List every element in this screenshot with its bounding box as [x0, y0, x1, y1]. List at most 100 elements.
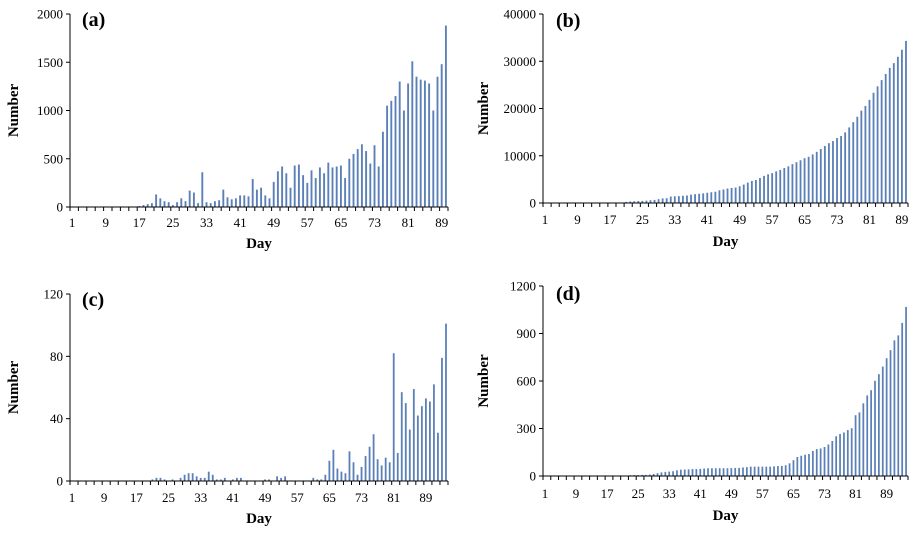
x-tick-label: 9	[574, 212, 581, 227]
bar	[372, 434, 375, 481]
bar	[251, 179, 254, 207]
x-tick-label: 65	[787, 486, 800, 501]
bar	[745, 467, 748, 476]
bar	[661, 198, 664, 203]
bar	[402, 110, 405, 207]
x-tick-label: 73	[831, 212, 844, 227]
bar	[885, 358, 888, 476]
bar	[897, 335, 900, 476]
bar	[324, 474, 327, 481]
bar	[695, 469, 698, 476]
bar	[408, 429, 411, 481]
chart-panel-0: 0 500 1000 1500 2000 1 9 17 25 33 41 49 57 65 73 81 89 Da…	[6, 7, 449, 252]
bar	[795, 162, 798, 203]
bar	[289, 187, 292, 207]
bar	[645, 474, 647, 476]
bar	[398, 81, 401, 207]
x-tick-label: 33	[663, 486, 676, 501]
bar	[268, 198, 271, 207]
bar	[858, 412, 861, 476]
y-tick-label: 1500	[37, 55, 63, 70]
bar	[757, 466, 760, 476]
bar	[703, 468, 706, 476]
bar	[239, 195, 242, 207]
bar	[653, 199, 656, 203]
bar	[155, 194, 158, 207]
y-axis-label: Number	[476, 81, 492, 135]
bar	[197, 203, 200, 207]
bar	[243, 195, 246, 207]
bar	[868, 99, 871, 203]
bar	[436, 76, 439, 207]
bar	[411, 61, 414, 207]
x-tick-label: 25	[162, 490, 175, 505]
bar	[183, 474, 186, 481]
x-tick-label: 81	[387, 490, 400, 505]
bar	[195, 476, 198, 481]
panel-label: (b)	[556, 10, 580, 32]
bar	[247, 196, 250, 207]
bar	[184, 201, 187, 207]
bar	[753, 466, 756, 476]
bar	[864, 105, 867, 203]
panel-label: (c)	[82, 289, 104, 311]
bar	[742, 467, 744, 476]
bar	[831, 441, 834, 476]
bar	[364, 456, 367, 481]
bar	[167, 202, 170, 207]
panel-label: (d)	[556, 283, 580, 305]
bar	[264, 479, 266, 481]
bar	[407, 83, 410, 207]
bar	[365, 151, 368, 207]
bar	[846, 430, 849, 476]
y-tick-label: 0	[530, 196, 537, 211]
y-tick-label: 0	[57, 200, 64, 215]
bar	[860, 110, 863, 203]
bar	[159, 198, 162, 207]
bar	[738, 186, 741, 203]
bar	[893, 340, 896, 476]
bar	[420, 406, 423, 481]
x-axis-label: Day	[246, 511, 272, 527]
x-tick-label: 89	[895, 212, 908, 227]
bar	[880, 80, 883, 203]
bar	[874, 380, 876, 476]
bar	[694, 194, 696, 203]
x-tick-label: 57	[301, 215, 315, 230]
bar	[775, 171, 778, 203]
x-tick-label: 25	[166, 215, 179, 230]
x-tick-label: 9	[573, 486, 580, 501]
bar	[230, 199, 233, 207]
bar	[384, 457, 387, 482]
bar	[683, 469, 686, 476]
bar	[213, 201, 216, 207]
y-tick-label: 900	[517, 326, 537, 341]
bar	[360, 144, 363, 207]
bar	[215, 479, 218, 481]
x-tick-label: 41	[694, 486, 707, 501]
bar	[876, 86, 879, 203]
bar	[394, 96, 397, 207]
bar	[722, 189, 725, 203]
bar	[281, 166, 284, 207]
bar	[163, 201, 166, 207]
bar	[392, 353, 395, 481]
bar	[222, 189, 225, 207]
bar	[335, 166, 338, 207]
x-tick-label: 81	[849, 486, 862, 501]
bar	[848, 127, 851, 203]
bar	[441, 357, 443, 481]
bar	[698, 193, 701, 203]
bar	[690, 194, 692, 203]
y-axis-label: Number	[6, 360, 22, 414]
bar	[856, 116, 859, 203]
bar	[823, 447, 826, 476]
bar	[691, 469, 694, 476]
bar	[763, 175, 765, 203]
bar	[356, 474, 359, 481]
bar	[784, 465, 787, 476]
bar	[706, 192, 709, 203]
bar	[734, 467, 737, 476]
bar	[896, 56, 899, 204]
bar	[404, 403, 407, 481]
